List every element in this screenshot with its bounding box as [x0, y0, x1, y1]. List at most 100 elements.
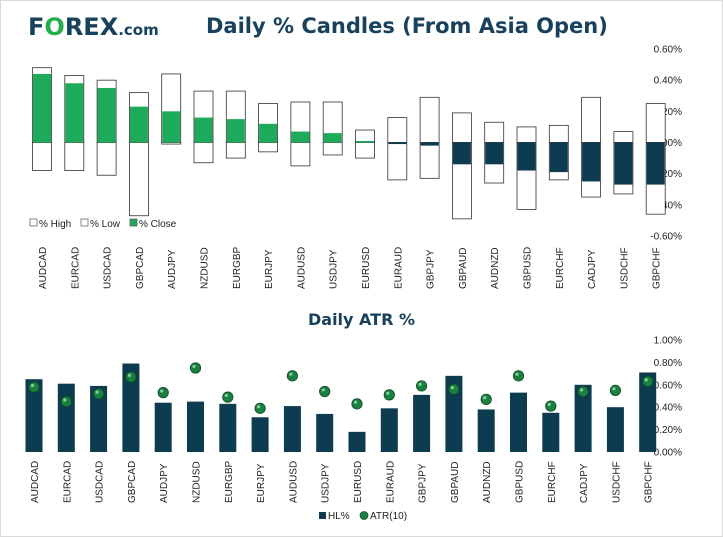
atr-dot	[60, 395, 72, 408]
candle-close-bar	[162, 111, 181, 143]
atr-category-label: GBPCHF	[644, 461, 655, 503]
candles-ytick: -0.40%	[650, 200, 682, 211]
candles-category-label: NZDUSD	[200, 247, 211, 289]
candles-category-label: EURGBP	[232, 246, 243, 289]
candles-ytick: -0.20%	[650, 169, 682, 180]
candles-ytick: 0.20%	[654, 107, 682, 118]
atr-hl-bar	[57, 383, 75, 452]
atr-hl-bar	[542, 412, 560, 452]
atr-legend-hl-label: HL%	[328, 511, 350, 522]
atr-category-label: USDCAD	[95, 461, 106, 503]
candles-legend-swatch	[80, 218, 89, 227]
candle-close-bar	[259, 123, 278, 143]
candle-close-bar	[129, 106, 148, 143]
candle-close-bar	[646, 142, 665, 185]
atr-dot-highlight	[95, 390, 99, 394]
atr-dot	[189, 362, 202, 374]
atr-hl-bar	[639, 372, 657, 452]
atr-ytick: 1.00%	[654, 336, 682, 347]
atr-dot	[512, 370, 525, 382]
atr-dot-highlight	[127, 373, 131, 377]
atr-ytick: 0.80%	[654, 358, 682, 369]
logo-o: O	[44, 13, 65, 41]
atr-dot-highlight	[30, 383, 35, 388]
candles-category-label: EURCAD	[70, 247, 81, 289]
atr-category-label: GBPAUD	[450, 462, 461, 504]
candle-close-bar	[420, 142, 439, 146]
atr-legend-dot-swatch	[359, 511, 369, 520]
atr-legend-atr-label: ATR(10)	[370, 511, 407, 522]
atr-hl-bar	[90, 385, 108, 452]
forex-logo: FOREX.com	[28, 13, 159, 41]
atr-dot	[125, 371, 137, 383]
atr-hl-bar	[510, 392, 527, 452]
atr-category-label: USDCHF	[611, 461, 622, 503]
atr-legend-hl-swatch	[319, 512, 326, 519]
atr-dot-highlight	[160, 389, 164, 393]
atr-dot-highlight	[257, 405, 261, 409]
candles-category-label: AUDJPY	[167, 249, 178, 289]
atr-category-label: AUDJPY	[159, 463, 170, 503]
atr-dot	[93, 388, 105, 400]
atr-category-label: EURCAD	[62, 461, 73, 503]
atr-hl-bar	[219, 403, 237, 452]
atr-hl-bar	[187, 401, 204, 452]
atr-dot-highlight	[224, 393, 228, 398]
candles-category-label: AUDCAD	[38, 247, 49, 289]
logo-prefix: F	[28, 13, 45, 41]
atr-dot	[415, 380, 428, 392]
candles-category-label: GBPAUD	[458, 248, 469, 290]
atr-dot-highlight	[192, 364, 196, 368]
candles-category-label: EURAUD	[393, 247, 404, 289]
candles-legend-swatch	[29, 218, 38, 227]
atr-dot-highlight	[483, 396, 487, 400]
atr-hl-bar	[574, 384, 592, 452]
atr-dot-highlight	[547, 402, 551, 407]
atr-category-label: GBPCAD	[127, 461, 138, 503]
atr-dot-highlight	[580, 388, 584, 392]
candles-ytick: -0.60%	[650, 232, 682, 243]
candle-close-bar	[614, 142, 633, 185]
atr-category-label: CADJPY	[579, 463, 590, 503]
candles-category-label: EURCHF	[555, 247, 566, 289]
candle-close-bar	[485, 142, 504, 165]
candle-close-bar	[549, 142, 568, 173]
atr-dot	[157, 387, 169, 399]
candle-close-bar	[323, 133, 342, 143]
candle-close-bar	[194, 117, 213, 143]
logo-domain: .com	[118, 21, 159, 39]
atr-dot	[286, 370, 298, 382]
logo-suffix: REX	[64, 13, 119, 41]
atr-dot-highlight	[418, 382, 422, 386]
candles-ytick: 0.40%	[654, 76, 682, 87]
candles-category-label: GBPCAD	[135, 247, 146, 289]
atr-category-label: USDJPY	[321, 463, 332, 503]
candles-category-label: USDCAD	[103, 247, 114, 289]
candles-category-label: EURJPY	[264, 249, 275, 289]
atr-category-label: NZDUSD	[192, 461, 203, 503]
candles-category-label: AUDNZD	[490, 247, 501, 289]
candle-close-bar	[97, 87, 116, 143]
candle-close-bar	[226, 119, 245, 143]
atr-category-label: AUDCAD	[30, 461, 41, 503]
atr-ytick: 0.60%	[654, 380, 682, 391]
atr-hl-bar	[251, 417, 269, 452]
atr-hl-bar	[316, 413, 334, 452]
atr-dot	[28, 381, 40, 393]
atr-dot-highlight	[289, 372, 293, 376]
atr-dot-highlight	[450, 386, 454, 390]
atr-ytick: 0.40%	[654, 403, 682, 414]
candle-close-bar	[65, 83, 84, 143]
candle-close-bar	[356, 140, 374, 143]
candle-close-bar	[582, 142, 601, 182]
candles-chart: 0.60% 0.40% 0.20% 0.00% -0.20% -0.40% -0.60% AU…	[29, 45, 682, 290]
atr-dot-highlight	[353, 400, 358, 404]
atr-dot-highlight	[612, 387, 616, 391]
atr-dot-highlight	[644, 378, 648, 382]
candle-close-bar	[33, 73, 51, 143]
atr-hl-bar	[348, 431, 366, 452]
candle-close-bar	[517, 142, 536, 171]
atr-hl-bar	[25, 379, 43, 452]
candles-category-label: USDJPY	[329, 249, 340, 289]
atr-category-label: AUDNZD	[482, 461, 493, 503]
